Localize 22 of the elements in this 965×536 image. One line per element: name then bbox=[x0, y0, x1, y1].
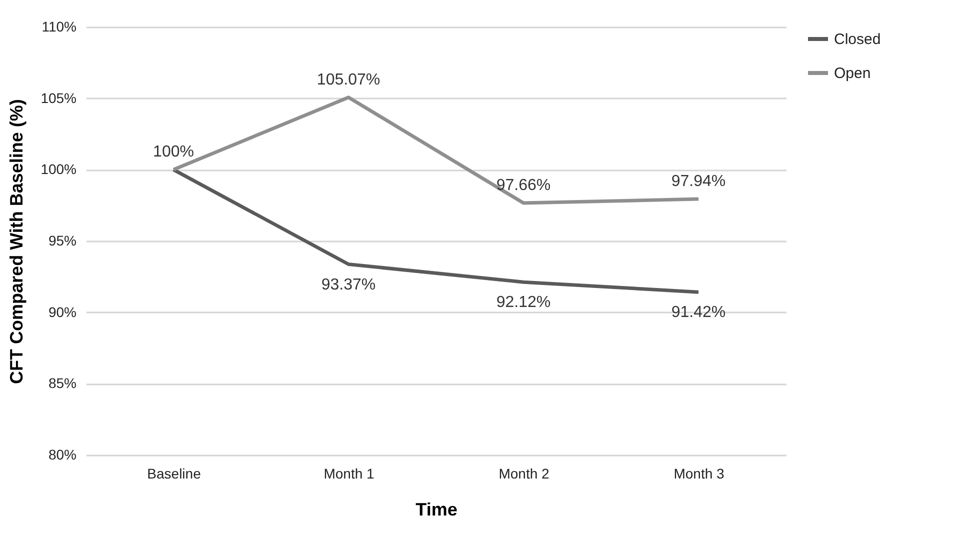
data-label: 92.12% bbox=[496, 294, 551, 312]
data-label: 91.42% bbox=[671, 304, 726, 322]
x-tick-label: Month 3 bbox=[674, 466, 725, 482]
x-tick-label: Month 2 bbox=[498, 466, 550, 482]
y-tick-label: 110% bbox=[42, 18, 76, 34]
y-tick-label: 105% bbox=[40, 90, 76, 106]
data-label: 105.07% bbox=[316, 71, 380, 88]
data-label: 97.94% bbox=[671, 173, 726, 190]
x-tick-label: Baseline bbox=[147, 466, 202, 482]
data-label: 100% bbox=[153, 144, 194, 161]
y-tick-label: 80% bbox=[48, 446, 76, 462]
x-axis-title: Time bbox=[416, 500, 458, 520]
y-tick-label: 90% bbox=[48, 304, 76, 320]
legend-label: Closed bbox=[834, 31, 881, 48]
legend-label: Open bbox=[834, 65, 871, 82]
y-tick-label: 100% bbox=[40, 161, 76, 178]
data-label: 97.66% bbox=[496, 177, 551, 194]
x-tick-label: Month 1 bbox=[324, 466, 375, 482]
y-axis-title: CFT Compared With Baseline (%) bbox=[6, 99, 27, 384]
y-tick-label: 85% bbox=[48, 375, 76, 392]
data-label: 93.37% bbox=[321, 276, 376, 294]
y-tick-label: 95% bbox=[48, 232, 76, 248]
